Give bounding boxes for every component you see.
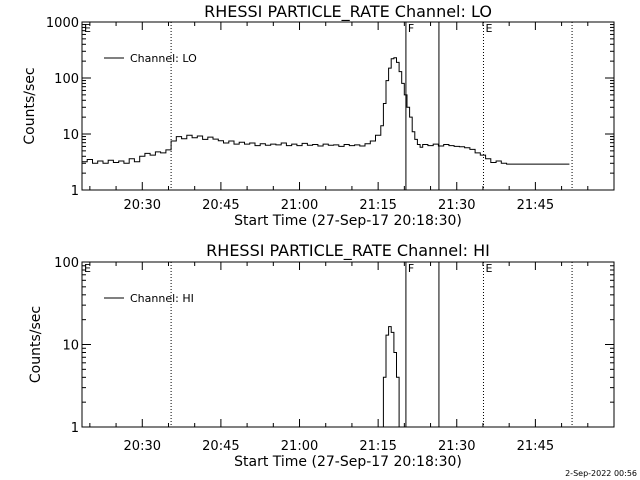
x-tick-label: 21:00 (281, 439, 318, 454)
chart-title: RHESSI PARTICLE_RATE Channel: HI (206, 241, 490, 261)
x-tick-label: 21:45 (517, 198, 554, 213)
y-tick-label: 10 (62, 339, 79, 354)
marker-label: F (408, 22, 414, 35)
series-line (381, 326, 400, 428)
x-tick-label: 21:15 (359, 439, 396, 454)
legend-label: Channel: LO (130, 52, 197, 65)
x-tick-label: 21:00 (281, 198, 318, 213)
hi-channel-panel: RHESSI PARTICLE_RATE Channel: HI 20:30 20:… (28, 241, 615, 470)
marker-label: E (485, 262, 492, 275)
x-tick-label: 21:45 (517, 439, 554, 454)
marker-label: F (408, 262, 414, 275)
plot-frame (81, 21, 615, 191)
chart-title: RHESSI PARTICLE_RATE Channel: LO (204, 2, 492, 22)
series-line (82, 57, 570, 165)
marker-label: E (84, 22, 91, 35)
y-tick-label: 10 (62, 128, 79, 143)
y-axis-label: Counts/sec (22, 67, 38, 144)
plot-frame (81, 261, 615, 428)
lo-channel-panel: RHESSI PARTICLE_RATE Channel: LO 20:30 20:… (22, 2, 615, 229)
x-axis-label: Start Time (27-Sep-17 20:18:30) (234, 213, 462, 229)
plot-timestamp: 2-Sep-2022 00:56 (565, 469, 637, 478)
y-tick-label: 100 (54, 72, 79, 87)
y-tick-label: 1 (71, 421, 79, 436)
x-tick-label: 21:30 (438, 198, 475, 213)
x-tick-label: 21:15 (359, 198, 396, 213)
x-tick-label: 20:30 (124, 439, 161, 454)
y-tick-label: 1 (71, 184, 79, 199)
legend-label: Channel: HI (130, 292, 194, 305)
x-axis-label: Start Time (27-Sep-17 20:18:30) (234, 454, 462, 470)
x-tick-label: 20:45 (202, 439, 239, 454)
x-tick-label: 20:30 (124, 198, 161, 213)
x-tick-label: 21:30 (438, 439, 475, 454)
x-tick-label: 20:45 (202, 198, 239, 213)
y-tick-label: 100 (54, 256, 79, 271)
y-axis-label: Counts/sec (28, 306, 44, 383)
marker-label: E (84, 262, 91, 275)
marker-label: E (485, 22, 492, 35)
y-tick-label: 1000 (46, 16, 79, 31)
